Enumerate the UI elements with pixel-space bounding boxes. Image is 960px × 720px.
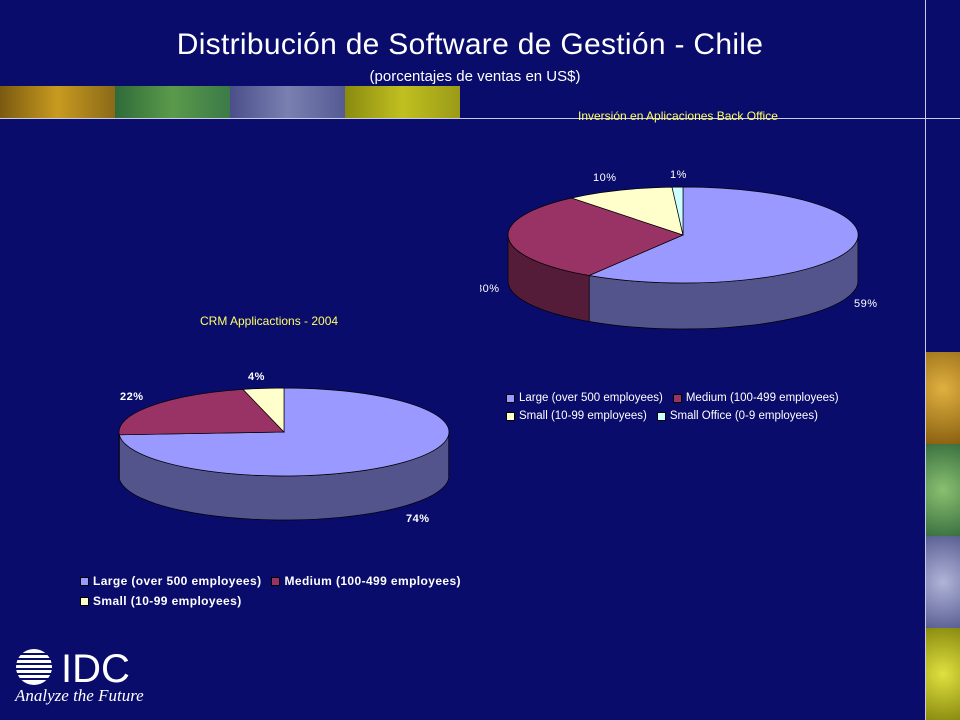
side-tile-green: [926, 444, 960, 536]
globe-icon: [15, 649, 53, 685]
chart1-pie: 59% 30% 10% 1%: [480, 169, 878, 330]
chart2-legend-large: Large (over 500 employees): [80, 574, 261, 588]
chart2-legend: Large (over 500 employees) Medium (100-4…: [80, 574, 461, 614]
chart1-legend-small-office: Small Office (0-9 employees): [656, 410, 818, 422]
chart1-legend-medium: Medium (100-499 employees): [672, 392, 839, 404]
chart1-legend-small: Small (10-99 employees): [506, 410, 647, 422]
side-tile-yellow: [926, 628, 960, 720]
chart2-pie: 74% 22% 4%: [118, 371, 450, 525]
chart1-label-0: 59%: [854, 298, 878, 310]
decorative-band: [0, 86, 910, 118]
chart2-slice-2: [242, 387, 285, 433]
slide-subtitle: (porcentajes de ventas en US$): [369, 68, 581, 85]
chart1-legend: Large (over 500 employees) Medium (100-4…: [506, 392, 839, 428]
side-tile-lavender: [926, 536, 960, 628]
chart1-label-3: 1%: [670, 169, 687, 181]
chart2-legend-small: Small (10-99 employees): [80, 594, 242, 608]
chart1-label-1: 30%: [480, 283, 500, 295]
side-divider: [925, 0, 926, 720]
slide-title: Distribución de Software de Gestión - Ch…: [176, 28, 764, 61]
chart2-title: CRM Applicactions - 2004: [200, 314, 339, 328]
chart2-label-0: 74%: [406, 513, 430, 525]
idc-tagline: Analyze the Future: [15, 686, 144, 705]
chart2-label-1: 22%: [120, 391, 144, 403]
chart2-legend-medium: Medium (100-499 employees): [271, 574, 461, 588]
header-divider: [0, 118, 960, 119]
side-tile-gold: [926, 352, 960, 444]
chart2-slice-1: [118, 389, 285, 436]
chart1-slice-2: [570, 186, 684, 236]
chart1-slice-1: [507, 197, 684, 276]
idc-logo: IDC: [15, 648, 130, 686]
chart2-label-2: 4%: [248, 371, 265, 383]
chart1-label-2: 10%: [593, 172, 617, 184]
chart1-title: Inversión en Aplicaciones Back Office: [578, 109, 778, 123]
chart1-legend-large: Large (over 500 employees): [506, 392, 663, 404]
idc-logo-text: IDC: [61, 648, 130, 686]
chart1-slice-3: [671, 186, 684, 236]
chart1-slice-0: [587, 186, 859, 284]
